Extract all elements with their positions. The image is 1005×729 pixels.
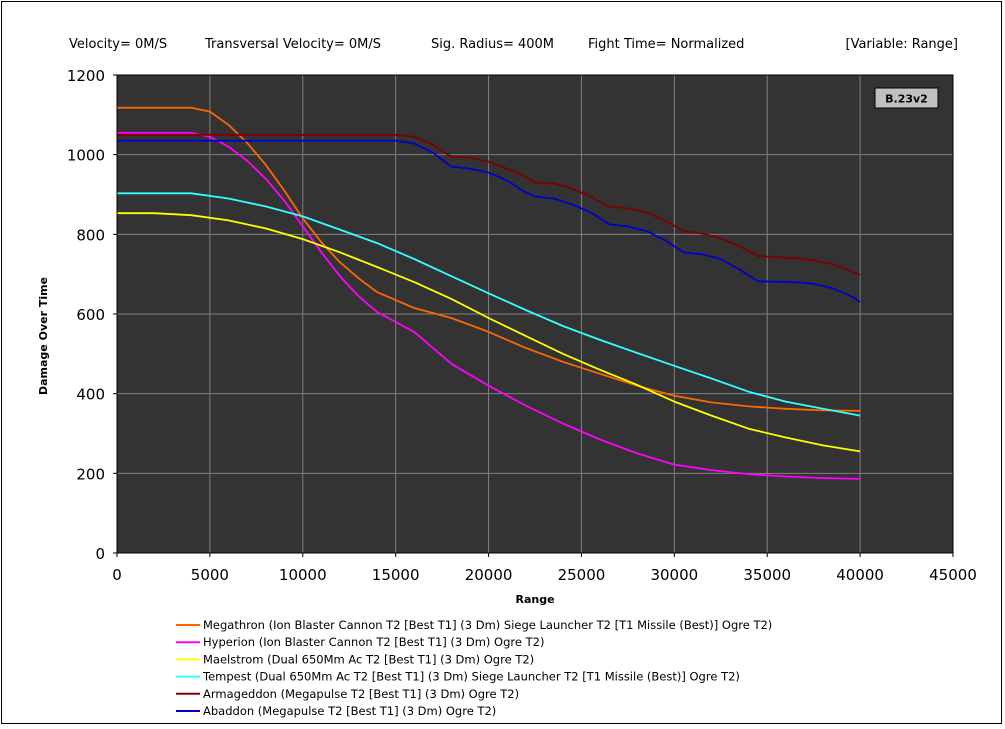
series-line-6 [117,139,861,303]
series-line-3 [117,212,861,453]
version-badge [874,87,939,109]
x-tick-label: 25000 [558,566,606,584]
version-badge-label: B.23v2 [885,93,928,106]
series-line-2 [117,131,861,480]
legend-label: Megathron (Ion Blaster Cannon T2 [Best T… [203,618,772,632]
x-axis-ticks: 0 5000 10000 15000 20000 25000 30000 35000 40000… [112,553,977,584]
header-velocity: Velocity= 0M/S [69,37,167,52]
series-line-5 [117,133,861,276]
series-line-4 [117,192,861,417]
y-tick-label: 800 [76,226,105,244]
y-tick-label: 200 [76,465,105,483]
series-line-1 [117,106,861,412]
x-tick-label: 30000 [650,566,698,584]
legend-label: Hyperion (Ion Blaster Cannon T2 [Best T1… [203,635,544,649]
header-variable: [Variable: Range] [846,37,959,52]
x-tick-label: 40000 [836,566,884,584]
legend-label: Armageddon (Megapulse T2 [Best T1] (3 Dm… [203,687,519,701]
y-axis-title: Damage Over Time [37,277,50,395]
legend: Megathron (Ion Blaster Cannon T2 [Best T… [176,618,772,718]
y-tick-label: 600 [76,306,105,324]
y-axis-ticks: 0 200 400 600 800 1000 1200 [67,67,117,563]
legend-label: Abaddon (Megapulse T2 [Best T1] (3 Dm) O… [203,704,496,718]
x-axis-title: Range [515,593,554,606]
legend-label: Maelstrom (Dual 650Mm Ac T2 [Best T1] (3… [203,652,534,666]
x-tick-label: 35000 [743,566,791,584]
x-tick-label: 10000 [279,566,327,584]
header-fight-time: Fight Time= Normalized [588,37,744,52]
y-tick-label: 1000 [67,147,105,165]
y-tick-label: 0 [95,545,105,563]
x-tick-label: 5000 [191,566,229,584]
series-layer [117,106,861,480]
header-transversal-velocity: Transversal Velocity= 0M/S [204,37,381,52]
y-tick-label: 1200 [67,67,105,85]
x-tick-label: 20000 [465,566,513,584]
legend-label: Tempest (Dual 650Mm Ac T2 [Best T1] (3 D… [202,670,740,684]
x-tick-label: 0 [112,566,122,584]
header-sig-radius: Sig. Radius= 400M [431,37,554,52]
y-tick-label: 400 [76,386,105,404]
x-tick-label: 15000 [372,566,420,584]
x-tick-label: 45000 [929,566,977,584]
